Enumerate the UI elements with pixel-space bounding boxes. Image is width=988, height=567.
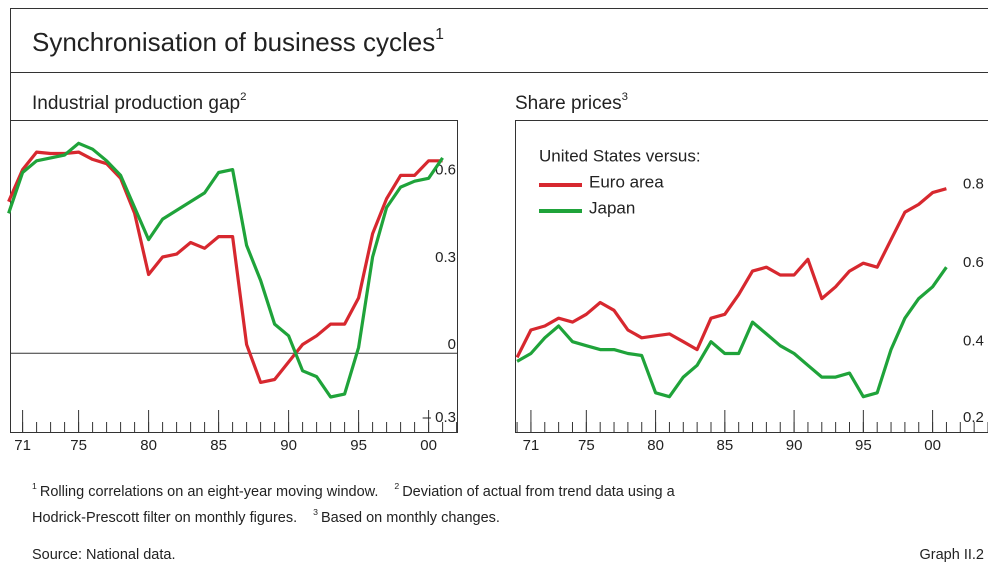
title-note: 1 <box>435 26 444 43</box>
legend-label: Euro area <box>589 172 664 191</box>
x-tick-label: 95 <box>350 437 367 454</box>
legend-title: United States versus: <box>539 146 701 165</box>
x-tick-label: 75 <box>70 437 87 454</box>
footnote-mark: 1 <box>32 481 37 491</box>
y-tick-label: 0.6 <box>435 161 456 178</box>
page-title: Synchronisation of business cycles1 <box>32 26 444 57</box>
x-tick-label: 80 <box>647 437 664 454</box>
panel-title-note: 3 <box>622 91 628 103</box>
x-tick-label: 00 <box>924 437 941 454</box>
x-tick-label: 80 <box>140 437 157 454</box>
panel-title-text: Share prices <box>515 93 622 114</box>
x-tick-label: 00 <box>420 437 437 454</box>
series-line <box>7 141 444 399</box>
title-text: Synchronisation of business cycles <box>32 27 435 57</box>
graph-id: Graph II.2 <box>920 547 984 563</box>
footnote-text: Deviation of actual from trend data usin… <box>402 484 675 500</box>
y-tick-label: 0.8 <box>963 176 984 193</box>
y-tick-label: 0.2 <box>963 409 984 426</box>
panel-title: Industrial production gap2 <box>32 91 246 114</box>
series-line <box>516 266 948 399</box>
y-tick-label: 0 <box>448 336 456 353</box>
y-tick-label: 0.4 <box>963 333 984 350</box>
footnote-text: Based on monthly changes. <box>321 510 500 526</box>
footnote-text: Hodrick-Prescott filter on monthly figur… <box>32 510 297 526</box>
source: Source: National data. <box>32 547 175 563</box>
panel-title-text: Industrial production gap <box>32 93 240 114</box>
series-line <box>515 187 947 359</box>
x-tick-label: 95 <box>855 437 872 454</box>
title-frame <box>10 8 988 73</box>
footnote-mark: 3 <box>313 507 318 517</box>
panel-title-note: 2 <box>240 91 246 103</box>
footnotes: 1 Rolling correlations on an eight-year m… <box>32 481 676 500</box>
x-tick-label: 85 <box>716 437 733 454</box>
plot-frame <box>515 120 988 433</box>
x-tick-label: 90 <box>786 437 803 454</box>
y-tick-label: – 0.3 <box>423 409 456 426</box>
panel-title: Share prices3 <box>515 91 628 114</box>
series-line <box>7 150 443 384</box>
footnotes: Hodrick-Prescott filter on monthly figur… <box>32 507 500 526</box>
footnote-mark: 2 <box>394 481 399 491</box>
y-tick-label: 0.3 <box>435 249 456 266</box>
x-tick-label: 71 <box>523 437 540 454</box>
footnote-text: Rolling correlations on an eight-year mo… <box>40 484 379 500</box>
x-tick-label: 90 <box>280 437 297 454</box>
x-tick-label: 85 <box>210 437 227 454</box>
plot-frame <box>10 120 458 433</box>
x-tick-label: 71 <box>14 437 31 454</box>
y-tick-label: 0.6 <box>963 254 984 271</box>
legend-label: Japan <box>589 198 635 217</box>
x-tick-label: 75 <box>578 437 595 454</box>
